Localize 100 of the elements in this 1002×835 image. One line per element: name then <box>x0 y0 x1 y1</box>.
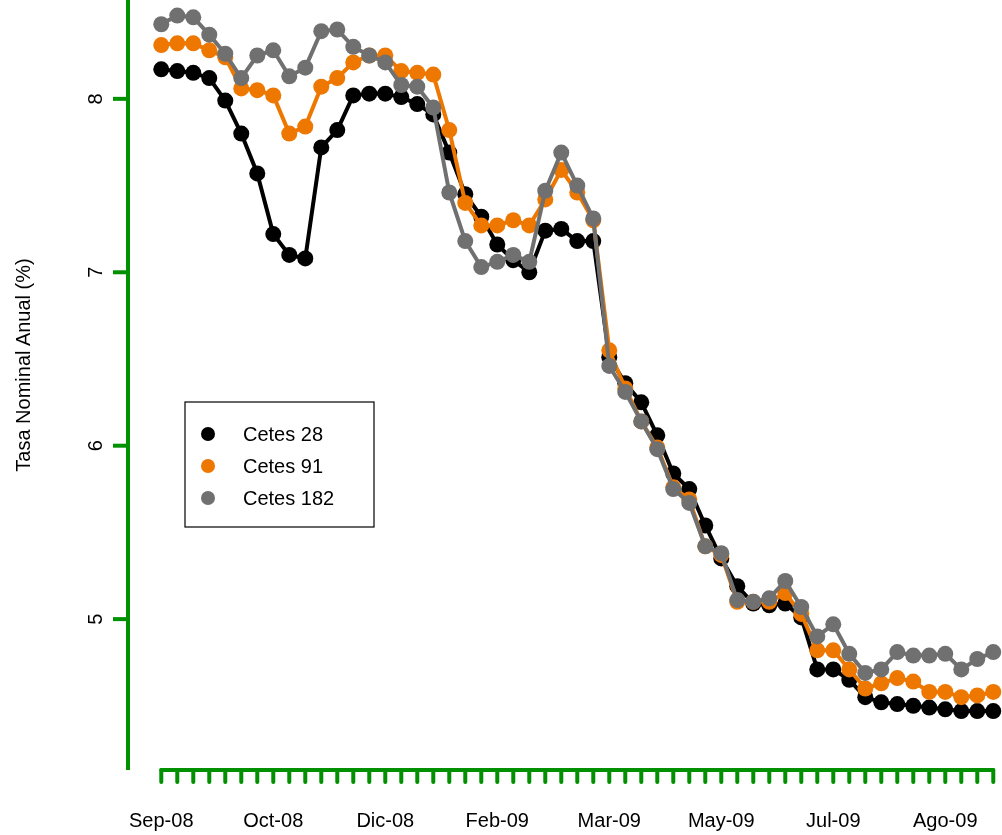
point <box>409 78 426 95</box>
point <box>953 689 970 706</box>
point <box>505 212 522 229</box>
point <box>825 661 842 678</box>
point <box>457 233 474 250</box>
point <box>409 64 426 81</box>
point <box>937 683 954 700</box>
point <box>153 16 170 33</box>
point <box>633 394 650 411</box>
point <box>425 99 442 116</box>
point <box>537 222 554 239</box>
point <box>841 645 858 662</box>
point <box>265 87 282 104</box>
point <box>601 357 618 374</box>
point <box>201 42 218 59</box>
point <box>953 661 970 678</box>
point <box>921 699 938 716</box>
legend-label: Cetes 91 <box>243 455 324 477</box>
x-tick-label: Mar-09 <box>577 809 641 831</box>
x-tick-label: May-09 <box>687 809 755 831</box>
y-tick-label: 8 <box>84 93 106 105</box>
legend-label: Cetes 182 <box>243 487 335 509</box>
point <box>249 47 266 64</box>
point <box>905 647 922 664</box>
point <box>953 703 970 720</box>
point <box>185 35 202 52</box>
x-tick-label: Dic-08 <box>356 809 415 831</box>
point <box>937 645 954 662</box>
point <box>297 118 314 135</box>
point <box>809 661 826 678</box>
point <box>393 76 410 93</box>
point <box>297 250 314 267</box>
point <box>201 70 218 87</box>
point <box>297 59 314 76</box>
point <box>425 66 442 83</box>
point <box>937 701 954 718</box>
point <box>329 122 346 139</box>
point <box>521 217 538 234</box>
point <box>505 246 522 263</box>
point <box>889 696 906 713</box>
point <box>921 683 938 700</box>
point <box>345 87 362 104</box>
point <box>249 82 266 99</box>
point <box>489 253 506 270</box>
point <box>169 35 186 52</box>
point <box>889 644 906 661</box>
point <box>265 42 282 59</box>
point <box>985 683 1002 700</box>
point <box>265 226 282 243</box>
point <box>905 697 922 714</box>
point <box>441 184 458 201</box>
point <box>841 661 858 678</box>
point <box>377 85 394 102</box>
point <box>457 194 474 211</box>
point <box>185 64 202 81</box>
point <box>249 165 266 182</box>
point <box>569 177 586 194</box>
point <box>489 236 506 253</box>
point <box>857 664 874 681</box>
point <box>233 70 250 87</box>
point <box>825 616 842 633</box>
point <box>873 675 890 692</box>
point <box>921 647 938 664</box>
point <box>281 246 298 263</box>
y-tick-label: 6 <box>84 440 106 452</box>
point <box>553 220 570 237</box>
point <box>809 628 826 645</box>
point <box>793 598 810 615</box>
point <box>233 125 250 142</box>
point <box>889 670 906 687</box>
point <box>313 78 330 95</box>
point <box>329 70 346 87</box>
point <box>153 37 170 54</box>
point <box>905 673 922 690</box>
x-tick-label: Sep-08 <box>129 809 194 831</box>
point <box>281 125 298 142</box>
x-tick-label: Jul-09 <box>806 809 861 831</box>
y-tick-label: 5 <box>84 613 106 625</box>
x-tick-label: Ago-09 <box>913 809 978 831</box>
x-tick-label: Feb-09 <box>465 809 529 831</box>
point <box>569 233 586 250</box>
point <box>873 694 890 711</box>
point <box>777 572 794 589</box>
point <box>985 703 1002 720</box>
point <box>329 21 346 38</box>
point <box>521 253 538 270</box>
point <box>441 122 458 139</box>
point <box>345 38 362 55</box>
point <box>473 259 490 276</box>
point <box>201 26 218 43</box>
point <box>553 144 570 161</box>
point <box>169 63 186 80</box>
point <box>985 644 1002 661</box>
point <box>537 182 554 199</box>
point <box>345 54 362 71</box>
point <box>969 687 986 704</box>
point <box>281 68 298 85</box>
point <box>473 217 490 234</box>
point <box>969 651 986 668</box>
point <box>825 642 842 659</box>
